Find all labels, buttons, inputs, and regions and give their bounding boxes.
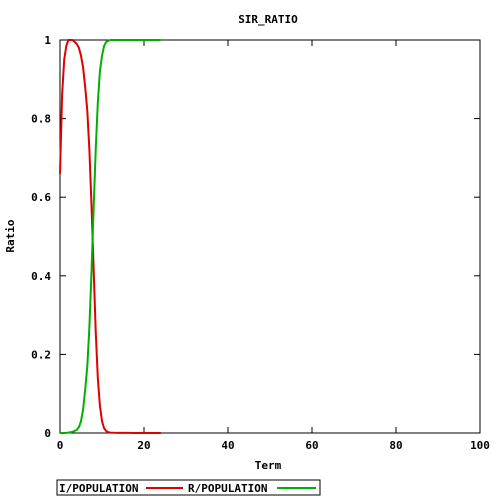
x-tick-label: 100 bbox=[470, 439, 490, 452]
x-axis-label: Term bbox=[255, 459, 282, 472]
x-tick-label: 80 bbox=[389, 439, 402, 452]
legend-label: I/POPULATION bbox=[59, 482, 138, 495]
y-tick-label: 1 bbox=[44, 34, 51, 47]
series-layer bbox=[59, 39, 161, 434]
x-tick-label: 40 bbox=[221, 439, 234, 452]
y-tick-label: 0.6 bbox=[31, 191, 51, 204]
y-axis: 0 0.2 0.4 0.6 0.8 1 bbox=[31, 34, 480, 440]
legend: I/POPULATION R/POPULATION bbox=[56, 479, 321, 496]
chart-title: SIR_RATIO bbox=[238, 13, 298, 26]
y-tick-label: 0.8 bbox=[31, 113, 51, 126]
y-axis-label: Ratio bbox=[4, 219, 17, 252]
legend-box bbox=[56, 479, 321, 496]
y-tick-label: 0.4 bbox=[31, 270, 51, 283]
y-tick-label: 0 bbox=[44, 427, 51, 440]
legend-label: R/POPULATION bbox=[188, 482, 267, 495]
y-tick-label: 0.2 bbox=[31, 348, 51, 361]
series-line-i-population bbox=[59, 39, 161, 434]
x-tick-label: 60 bbox=[305, 439, 318, 452]
x-tick-label: 0 bbox=[57, 439, 64, 452]
series-line-r-population bbox=[60, 39, 161, 434]
x-tick-label: 20 bbox=[137, 439, 150, 452]
x-axis: 0 20 40 60 80 100 bbox=[57, 40, 490, 452]
plot-frame bbox=[59, 39, 481, 434]
